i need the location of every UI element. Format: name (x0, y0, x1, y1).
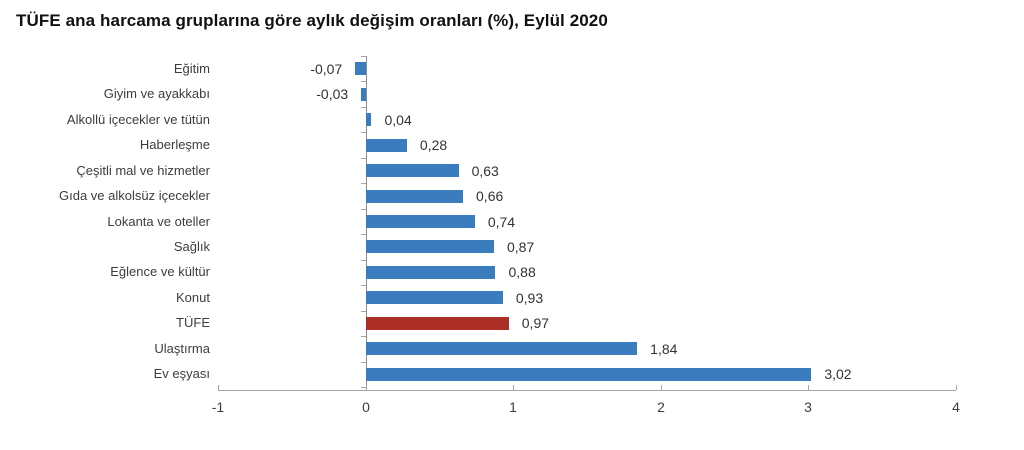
x-tick (956, 385, 957, 390)
bar (365, 266, 496, 279)
bar (365, 368, 812, 381)
category-label: Haberleşme (139, 137, 210, 152)
value-label: 0,74 (487, 214, 516, 230)
value-label: -0,07 (310, 61, 343, 77)
category-label: Eğitim (173, 61, 210, 76)
value-label: 0,63 (471, 163, 499, 179)
x-tick (513, 385, 514, 390)
bar (365, 164, 459, 177)
category-label: Konut (176, 290, 210, 305)
value-label: 0,66 (476, 188, 504, 204)
category-label: Ev eşyası (153, 366, 210, 381)
category-label: Eğlence ve kültür (110, 264, 210, 279)
value-label: 1,84 (650, 341, 678, 357)
category-tick (361, 387, 366, 388)
category-tick (361, 81, 366, 82)
category-tick (361, 234, 366, 235)
bar (365, 291, 503, 304)
category-label: Çeşitli mal ve hizmetler (76, 163, 210, 178)
x-tick-label: 0 (362, 399, 370, 415)
x-tick-label: 2 (657, 399, 665, 415)
value-label: 0,88 (508, 264, 536, 280)
value-label: 0,93 (515, 290, 544, 306)
bar (361, 88, 366, 101)
x-tick-label: 3 (804, 399, 812, 415)
bar (355, 62, 366, 75)
x-tick (661, 385, 662, 390)
value-label: 0,28 (419, 137, 448, 153)
category-label: Ulaştırma (154, 341, 210, 356)
category-tick (361, 311, 366, 312)
category-tick (361, 183, 366, 184)
x-tick (218, 385, 219, 390)
value-label: 3,02 (824, 366, 852, 382)
value-label: 0,04 (384, 112, 412, 128)
category-label: Giyim ve ayakkabı (103, 86, 210, 101)
bar (365, 240, 494, 253)
bar (365, 190, 463, 203)
bar (365, 215, 475, 228)
category-tick (361, 285, 366, 286)
bar (365, 139, 407, 152)
x-axis-line (218, 390, 956, 391)
category-label: Lokanta ve oteller (107, 214, 210, 229)
category-tick (361, 132, 366, 133)
x-tick (366, 385, 367, 390)
category-label: Gıda ve alkolsüz içecekler (58, 188, 210, 203)
category-tick (361, 260, 366, 261)
category-label: Alkollü içecekler ve tütün (66, 112, 210, 127)
bar (365, 113, 372, 126)
chart-title: TÜFE ana harcama gruplarına göre aylık d… (16, 11, 608, 30)
bar-highlight-tufe (365, 317, 509, 330)
category-tick (361, 336, 366, 337)
bar (365, 342, 638, 355)
category-tick (361, 362, 366, 363)
category-label: Sağlık (173, 239, 210, 254)
x-tick (808, 385, 809, 390)
value-label: 0,97 (521, 315, 550, 331)
value-label: 0,87 (507, 239, 535, 255)
category-tick (361, 107, 366, 108)
category-tick (361, 158, 366, 159)
category-tick (361, 56, 366, 57)
category-label: TÜFE (176, 315, 210, 330)
category-tick (361, 209, 366, 210)
value-label: -0,03 (316, 86, 349, 102)
x-tick-label: 4 (952, 399, 960, 415)
x-tick-label: 1 (509, 399, 517, 415)
x-tick-label: -1 (211, 399, 225, 415)
